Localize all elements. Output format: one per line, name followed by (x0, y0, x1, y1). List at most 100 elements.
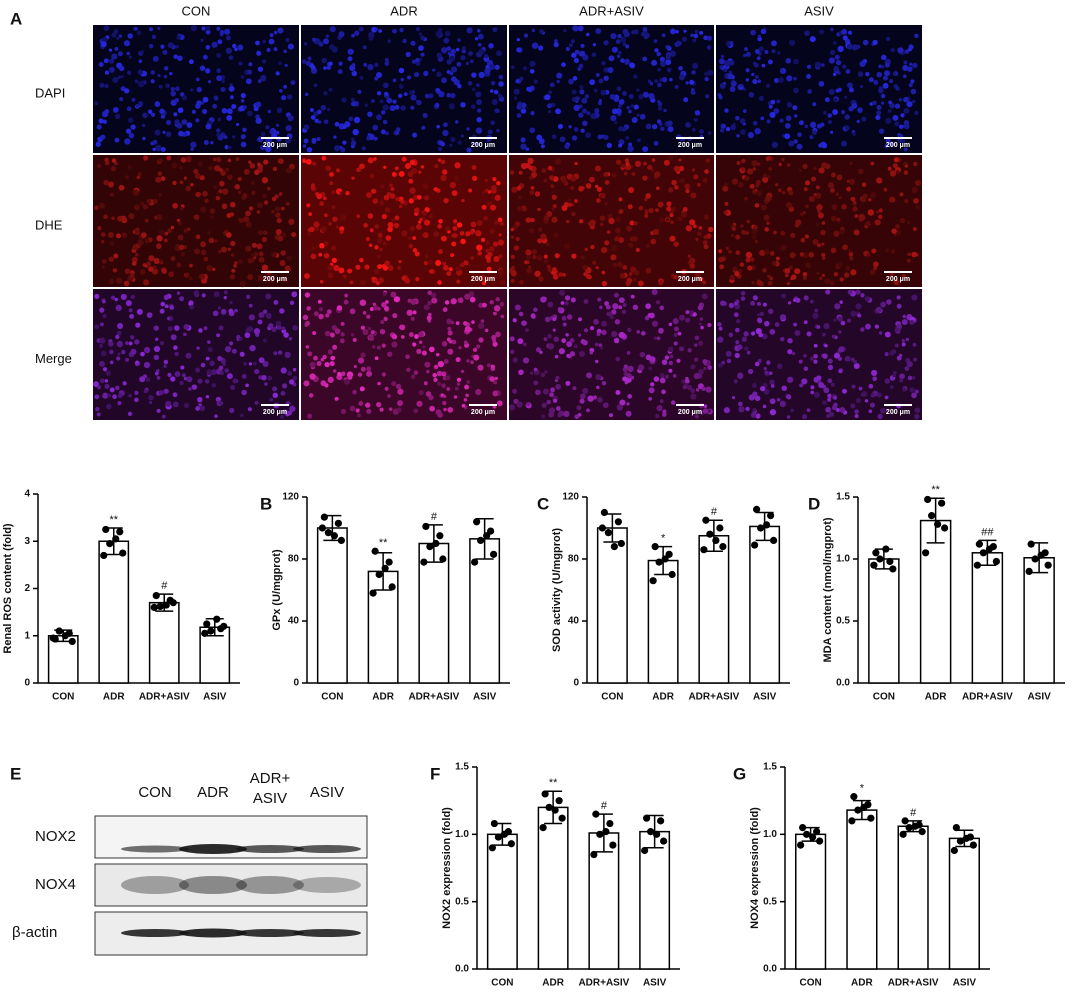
cell (658, 280, 664, 286)
cell (224, 145, 229, 150)
cell (261, 177, 269, 184)
cell (394, 215, 400, 221)
cell (467, 51, 473, 57)
cell (855, 303, 862, 310)
cell (242, 192, 248, 199)
data-point (203, 620, 211, 628)
data-point (911, 822, 919, 830)
cell (519, 279, 524, 285)
cell (492, 338, 497, 343)
cell (770, 384, 775, 388)
cell (513, 96, 518, 100)
cell (626, 327, 632, 333)
cell (476, 83, 480, 87)
cell (478, 48, 485, 55)
cell (797, 132, 802, 137)
cell (527, 157, 534, 165)
data-point (545, 803, 553, 812)
cell (745, 78, 749, 82)
cell (123, 280, 130, 287)
cell (351, 176, 355, 180)
cell (418, 32, 422, 36)
cell (190, 141, 197, 148)
cell (497, 217, 503, 223)
cell (823, 111, 827, 115)
cell (278, 61, 283, 66)
cell (136, 175, 141, 180)
cell (103, 214, 108, 220)
cell (162, 130, 166, 134)
cell (498, 81, 504, 87)
cell (844, 95, 848, 99)
cell (146, 261, 151, 267)
cell (669, 213, 674, 218)
cell (534, 191, 541, 197)
cell (151, 268, 159, 275)
cell (648, 92, 655, 100)
cell (459, 262, 465, 268)
cell (912, 99, 916, 104)
cell (850, 196, 856, 202)
cell (470, 256, 474, 260)
cell (229, 201, 236, 208)
cell (410, 105, 415, 110)
cell (481, 237, 486, 243)
cell (279, 308, 285, 314)
cell (800, 237, 806, 243)
cell (460, 134, 465, 138)
cell (558, 272, 563, 277)
scale-bar-label: 200 μm (471, 142, 495, 149)
cell (547, 301, 554, 308)
cell (813, 166, 817, 171)
cell (657, 68, 661, 72)
cell (767, 274, 771, 279)
cell (690, 33, 694, 38)
cell (821, 273, 826, 278)
cell (322, 354, 327, 360)
cell (400, 77, 404, 82)
cell (160, 176, 166, 182)
cell (399, 324, 406, 331)
cell (455, 357, 461, 363)
data-point (388, 583, 396, 591)
y-tick-label: 0.5 (763, 896, 777, 907)
cell (221, 246, 227, 253)
cell (233, 261, 238, 265)
cell (150, 79, 155, 84)
cell (543, 337, 548, 342)
cell (102, 367, 108, 372)
cell (725, 126, 731, 132)
cell (136, 308, 143, 315)
cell (913, 357, 918, 362)
cell (216, 333, 220, 338)
cell (729, 274, 736, 281)
cell (370, 330, 375, 335)
cell (359, 163, 365, 170)
cell (213, 185, 218, 190)
cell (229, 384, 236, 390)
cell (685, 310, 690, 315)
cell (219, 29, 225, 35)
cell (864, 399, 869, 403)
cell (636, 88, 640, 92)
cell (471, 87, 476, 92)
cell (874, 324, 879, 329)
cell (442, 261, 447, 266)
cell (220, 359, 226, 365)
cell (845, 69, 851, 74)
cell (206, 264, 213, 272)
cell (914, 110, 919, 116)
cell (399, 27, 404, 33)
cell (902, 64, 909, 72)
cell (382, 82, 389, 89)
cell (446, 46, 452, 51)
cell (777, 51, 781, 55)
cell (528, 265, 532, 269)
cell (876, 104, 882, 111)
cell (140, 50, 145, 54)
cell (455, 266, 461, 272)
cell (488, 201, 493, 206)
cell (350, 101, 357, 107)
cell (755, 75, 759, 79)
cell (908, 83, 913, 88)
